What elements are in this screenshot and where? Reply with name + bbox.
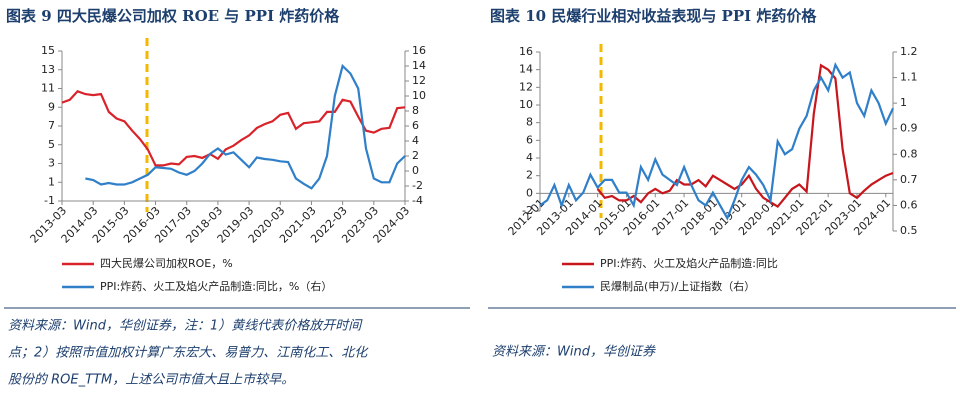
y-tick-label: -1 bbox=[44, 194, 55, 207]
y2-tick-label: 8 bbox=[412, 104, 419, 117]
y-tick-label: 6 bbox=[526, 133, 533, 146]
y-tick-label: 4 bbox=[526, 151, 533, 164]
chart-title: 图表 9 四大民爆公司加权 ROE 与 PPI 炸药价格 bbox=[6, 7, 340, 25]
series-line bbox=[596, 63, 894, 209]
y-tick-label: 13 bbox=[41, 63, 55, 76]
source-note: 资料来源：Wind，华创证券，注：1）黄线代表价格放开时间 bbox=[8, 318, 363, 334]
series-line bbox=[85, 63, 406, 190]
legend-label: PPI:炸药、火工及焰火产品制造:同比，%（右） bbox=[100, 279, 332, 293]
y-tick-label: 10 bbox=[519, 98, 533, 111]
y-tick-label: 9 bbox=[48, 100, 55, 113]
chart-title: 图表 10 民爆行业相对收益表现与 PPI 炸药价格 bbox=[490, 7, 817, 25]
series-line bbox=[61, 90, 406, 167]
y2-tick-label: 0.9 bbox=[900, 122, 918, 135]
y2-tick-label: 1.2 bbox=[900, 45, 918, 58]
y2-tick-label: 6 bbox=[412, 119, 419, 132]
y-tick-label: -2 bbox=[522, 204, 533, 217]
y2-tick-label: -4 bbox=[412, 194, 423, 207]
source-note: 股份的 ROE_TTM，上述公司市值大且上市较早。 bbox=[8, 372, 294, 388]
y2-tick-label: 0.5 bbox=[900, 224, 918, 237]
y2-tick-label: 14 bbox=[412, 59, 426, 72]
y-tick-label: 2 bbox=[526, 169, 533, 182]
source-note: 资料来源：Wind，华创证券 bbox=[492, 345, 656, 360]
series-line bbox=[539, 61, 894, 221]
y2-tick-label: 2 bbox=[412, 149, 419, 162]
y2-tick-label: 1 bbox=[900, 96, 907, 109]
y2-tick-label: 10 bbox=[412, 89, 426, 102]
y-tick-label: 16 bbox=[519, 45, 533, 58]
y2-tick-label: 4 bbox=[412, 134, 419, 147]
y2-tick-label: 0 bbox=[412, 164, 419, 177]
legend-label: 四大民爆公司加权ROE，% bbox=[100, 256, 233, 270]
y2-tick-label: 16 bbox=[412, 44, 426, 57]
legend-label: 民爆制品(申万)/上证指数（右） bbox=[600, 279, 755, 293]
y-tick-label: 8 bbox=[526, 116, 533, 129]
y2-tick-label: 0.6 bbox=[900, 198, 918, 211]
y2-tick-label: 0.8 bbox=[900, 147, 918, 160]
y2-tick-label: 12 bbox=[412, 74, 426, 87]
y-tick-label: 1 bbox=[48, 175, 55, 188]
y-tick-label: 15 bbox=[41, 44, 55, 57]
y-tick-label: 7 bbox=[48, 119, 55, 132]
y-tick-label: 12 bbox=[519, 80, 533, 93]
y-tick-label: 3 bbox=[48, 157, 55, 170]
source-note: 点；2）按照市值加权计算广东宏大、易普力、江南化工、北化 bbox=[8, 345, 369, 361]
y-tick-label: 11 bbox=[41, 82, 55, 95]
y2-tick-label: 1.1 bbox=[900, 71, 918, 84]
y-tick-label: 5 bbox=[48, 138, 55, 151]
y-tick-label: 0 bbox=[526, 186, 533, 199]
y-tick-label: 14 bbox=[519, 63, 533, 76]
y2-tick-label: -2 bbox=[412, 179, 423, 192]
y2-tick-label: 0.7 bbox=[900, 173, 918, 186]
legend-label: PPI:炸药、火工及焰火产品制造:同比 bbox=[600, 256, 778, 270]
